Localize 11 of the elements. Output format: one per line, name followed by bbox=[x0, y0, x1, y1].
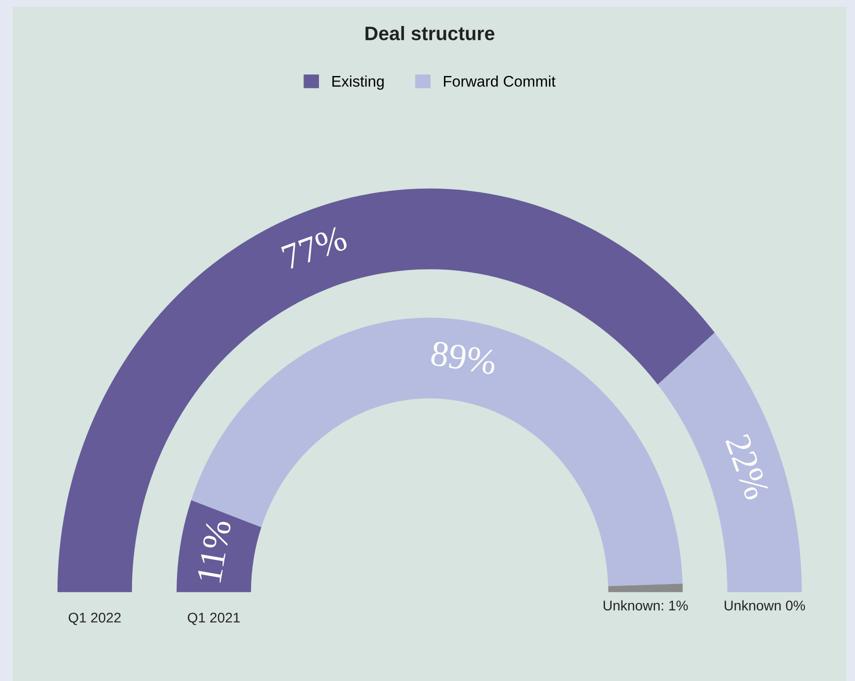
slice-label: Q1 2021 bbox=[188, 612, 240, 626]
legend-label: Existing bbox=[332, 75, 384, 90]
slice-label: Q1 2022 bbox=[68, 612, 121, 626]
chart-title: Deal structure bbox=[366, 26, 494, 40]
data-label: 89% bbox=[430, 340, 497, 375]
text: Unknown 0% bbox=[724, 600, 805, 610]
data-label: 11% bbox=[196, 518, 232, 583]
data-label: 77% bbox=[280, 225, 348, 270]
legend-label: Forward Commit bbox=[444, 75, 556, 87]
data-label: 22% bbox=[724, 433, 770, 501]
data-label: Unknown: 1% bbox=[604, 600, 688, 610]
